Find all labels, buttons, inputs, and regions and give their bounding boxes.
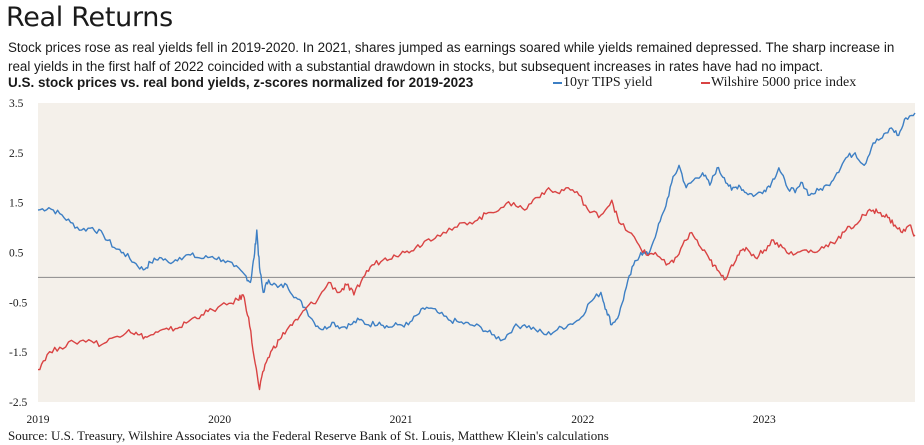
x-tick-label: 2021 xyxy=(390,414,413,426)
legend-item-wilshire: Wilshire 5000 price index xyxy=(701,75,856,91)
series-line-wilshire xyxy=(38,187,916,391)
legend-swatch-tips xyxy=(553,82,562,84)
y-tick-label: 0.5 xyxy=(9,248,24,260)
y-tick-label: -2.5 xyxy=(9,397,27,409)
legend-label-tips: 10yr TIPS yield xyxy=(563,75,653,90)
y-tick-label: 1.5 xyxy=(9,198,24,210)
legend-item-tips: 10yr TIPS yield xyxy=(553,75,652,91)
legend-swatch-wilshire xyxy=(701,82,710,84)
source-note: Source: U.S. Treasury, Wilshire Associat… xyxy=(8,428,609,443)
legend-label-wilshire: Wilshire 5000 price index xyxy=(711,75,857,90)
y-tick-label: 3.5 xyxy=(9,98,24,110)
chart-title: U.S. stock prices vs. real bond yields, … xyxy=(8,75,474,90)
page-title: Real Returns xyxy=(6,2,173,33)
series-line-tips xyxy=(37,112,916,342)
x-tick-label: 2020 xyxy=(208,414,231,426)
y-tick-label: 2.5 xyxy=(9,148,24,160)
x-tick-label: 2022 xyxy=(571,414,594,426)
page-subtitle: Stock prices rose as real yields fell in… xyxy=(8,40,895,74)
x-tick-label: 2023 xyxy=(753,414,776,426)
x-tick-label: 2019 xyxy=(27,414,50,426)
y-tick-label: -1.5 xyxy=(9,347,27,359)
chart-legend: 10yr TIPS yield Wilshire 5000 price inde… xyxy=(0,75,924,95)
y-tick-label: -0.5 xyxy=(9,297,27,309)
plot-background xyxy=(38,103,915,402)
